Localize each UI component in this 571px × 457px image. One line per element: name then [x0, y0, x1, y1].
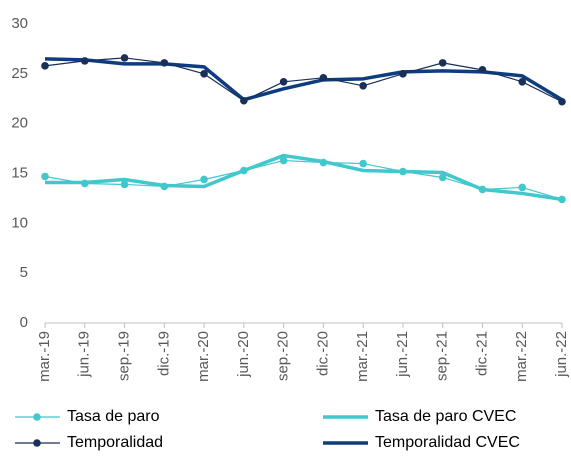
point: [279, 156, 288, 165]
x-tick-label: sep.-21: [434, 331, 451, 381]
x-tick-label: jun.-20: [235, 331, 252, 378]
point: [240, 96, 248, 105]
x-tick-label: dic.-19: [155, 331, 172, 376]
x-tick-label: mar.-19: [36, 331, 53, 382]
y-tick-label: 30: [11, 15, 28, 32]
point: [41, 172, 49, 181]
x-tick-label: mar.-22: [513, 331, 530, 382]
point: [359, 81, 367, 90]
point: [279, 78, 288, 86]
y-tick-label: 20: [11, 115, 28, 132]
point: [120, 180, 129, 189]
point: [200, 70, 208, 78]
point: [240, 166, 248, 175]
y-tick-label: 10: [11, 214, 28, 231]
point: [438, 173, 447, 182]
point: [558, 97, 566, 106]
legend-marker: [33, 413, 41, 421]
point: [319, 74, 328, 82]
point: [41, 62, 49, 70]
point: [399, 70, 407, 78]
y-tick-label: 15: [11, 164, 28, 181]
x-tick-label: jun.-21: [394, 331, 411, 378]
legend-label: Tasa de paro: [67, 408, 160, 425]
y-tick-label: 25: [11, 65, 28, 82]
point: [80, 179, 89, 188]
x-tick-label: dic.-21: [473, 331, 490, 376]
series-line: [44, 57, 563, 103]
point: [319, 158, 328, 167]
point: [359, 159, 367, 168]
point: [200, 175, 208, 184]
x-tick-label: mar.-21: [354, 331, 371, 382]
point: [399, 167, 407, 176]
point: [160, 182, 169, 191]
x-tick-label: jun.-19: [76, 331, 93, 378]
point: [518, 78, 527, 86]
x-tick-label: dic.-20: [314, 331, 331, 376]
series-line: [44, 57, 563, 102]
point: [478, 185, 487, 194]
x-tick-label: sep.-19: [116, 331, 133, 381]
y-tick-label: 0: [20, 314, 28, 331]
point: [80, 57, 89, 65]
y-tick-label: 5: [20, 264, 28, 281]
series-line: [44, 159, 563, 200]
series-line: [45, 153, 563, 202]
legend-label: Temporalidad: [67, 434, 163, 451]
legend-label: Tasa de paro CVEC: [375, 408, 516, 425]
x-tick-label: mar.-20: [195, 331, 212, 382]
legend-label: Temporalidad CVEC: [375, 434, 520, 451]
x-tick-label: jun.-22: [553, 331, 570, 378]
point: [558, 195, 566, 204]
point: [160, 59, 169, 67]
point: [120, 54, 129, 62]
point: [438, 59, 447, 67]
point: [518, 183, 527, 192]
point: [478, 66, 487, 74]
legend-marker: [33, 439, 41, 447]
x-tick-label: sep.-20: [275, 331, 292, 381]
